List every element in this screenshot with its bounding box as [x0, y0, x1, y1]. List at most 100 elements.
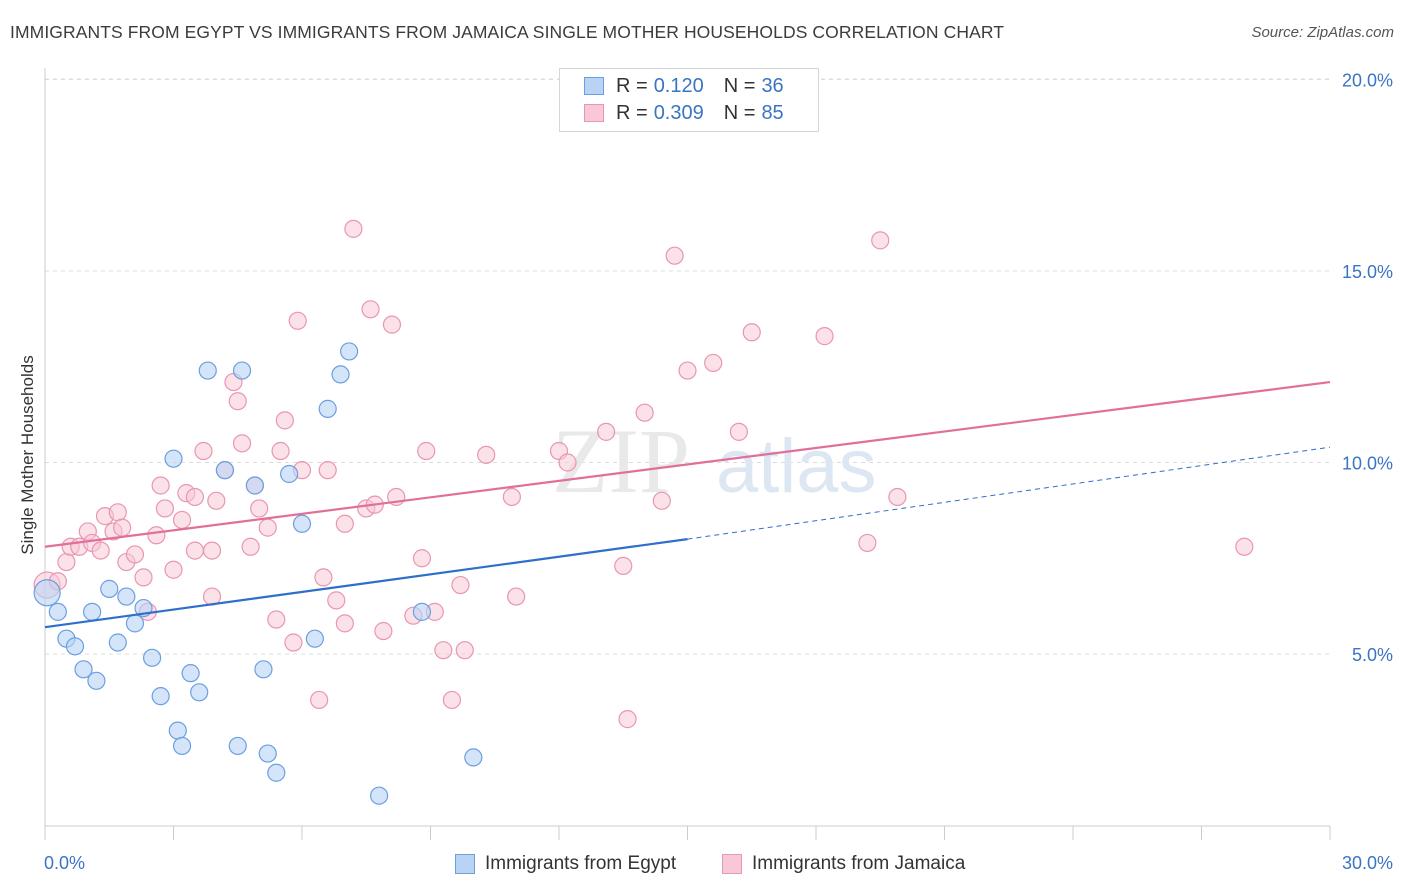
bottom-legend-jamaica-label: Immigrants from Jamaica — [752, 853, 966, 874]
jamaica-point — [1235, 537, 1254, 556]
legend-egypt-n: 36 — [761, 74, 784, 97]
legend-row-jamaica: R = 0.309 N = 85 — [584, 101, 784, 125]
jamaica-point — [815, 327, 834, 346]
jamaica-point — [652, 491, 671, 510]
jamaica-point — [267, 610, 286, 629]
tick-labels: 5.0% 10.0% 15.0% 20.0% 0.0% 30.0% — [44, 71, 1393, 874]
jamaica-point — [618, 710, 637, 729]
legend-jamaica-r: 0.309 — [653, 101, 704, 124]
jamaica-point — [704, 353, 723, 373]
y-tick-label: 10.0% — [1342, 454, 1393, 474]
jamaica-point — [288, 311, 307, 330]
jamaica-point — [108, 503, 127, 522]
egypt-trend-extension — [687, 446, 1331, 540]
jamaica-point — [382, 315, 402, 334]
egypt-trend-line — [44, 538, 688, 629]
egypt-points — [33, 342, 483, 805]
egypt-point — [87, 671, 106, 690]
bottom-swatch-jamaica — [722, 854, 742, 874]
jamaica-point — [477, 445, 496, 464]
egypt-point — [142, 648, 162, 667]
egypt-point — [331, 365, 350, 384]
egypt-point — [228, 736, 247, 756]
egypt-point — [258, 744, 277, 763]
jamaica-point — [361, 300, 380, 319]
egypt-point — [370, 786, 389, 805]
legend-r-label: R = — [616, 74, 648, 97]
legend-r-label: R = — [616, 101, 648, 124]
legend-row-egypt: R = 0.120 N = 36 — [584, 74, 784, 98]
bottom-legend-egypt: Immigrants from Egypt — [455, 852, 676, 876]
jamaica-point — [258, 518, 277, 537]
egypt-point — [48, 602, 67, 621]
jamaica-point — [412, 549, 432, 568]
jamaica-point — [172, 510, 192, 530]
jamaica-point — [112, 518, 132, 537]
jamaica-point — [858, 533, 877, 553]
egypt-point — [412, 602, 432, 621]
stats-legend: R = 0.120 N = 36 R = 0.309 N = 85 — [559, 68, 819, 132]
jamaica-point — [451, 575, 470, 595]
y-tick-label: 5.0% — [1352, 645, 1393, 665]
egypt-point — [232, 361, 252, 380]
egypt-point — [198, 361, 217, 380]
jamaica-point — [151, 476, 170, 495]
egypt-point — [292, 514, 312, 533]
jamaica-point — [310, 690, 329, 710]
jamaica-point — [284, 633, 303, 652]
jamaica-point — [374, 621, 393, 641]
y-axis-label: Single Mother Households — [18, 355, 37, 555]
legend-jamaica-n: 85 — [761, 101, 784, 124]
jamaica-point — [202, 541, 222, 560]
egypt-point — [190, 683, 209, 702]
jamaica-point — [455, 641, 474, 660]
jamaica-trend-line — [44, 380, 1331, 548]
egypt-point — [215, 461, 234, 480]
jamaica-point — [442, 690, 462, 710]
jamaica-point — [665, 246, 684, 265]
egypt-point — [108, 633, 127, 652]
jamaica-point — [271, 441, 290, 461]
x-tick-label-max: 30.0% — [1342, 853, 1393, 873]
legend-n-label: N = — [723, 101, 756, 124]
jamaica-point — [241, 537, 260, 556]
jamaica-point — [729, 422, 749, 441]
jamaica-point — [155, 499, 175, 518]
egypt-point — [151, 687, 170, 706]
jamaica-point — [335, 514, 354, 533]
jamaica-point — [57, 552, 76, 572]
egypt-point — [125, 614, 145, 633]
jamaica-point — [318, 461, 337, 480]
jamaica-point — [678, 361, 697, 380]
egypt-point — [33, 579, 61, 607]
egypt-point — [181, 664, 200, 683]
jamaica-point — [327, 591, 346, 610]
y-tick-label: 15.0% — [1342, 262, 1393, 282]
egypt-point — [280, 464, 299, 484]
egypt-point — [172, 736, 192, 756]
x-tick-label-min: 0.0% — [44, 853, 85, 873]
bottom-legend-egypt-label: Immigrants from Egypt — [485, 853, 677, 874]
jamaica-point — [314, 568, 333, 587]
jamaica-point — [147, 526, 166, 545]
jamaica-point — [417, 441, 436, 461]
jamaica-point — [232, 434, 252, 453]
egypt-point — [305, 629, 324, 648]
jamaica-point — [888, 487, 907, 507]
egypt-point — [267, 763, 286, 782]
jamaica-point — [871, 231, 890, 250]
legend-n-label: N = — [723, 74, 756, 97]
jamaica-point — [614, 556, 633, 576]
axis-layer — [44, 68, 1331, 840]
jamaica-point — [194, 441, 213, 461]
jamaica-point — [185, 487, 205, 507]
jamaica-point — [635, 403, 654, 422]
legend-swatch-jamaica — [584, 104, 604, 122]
egypt-point — [168, 721, 187, 740]
egypt-point — [245, 476, 264, 495]
y-tick-label: 20.0% — [1342, 71, 1393, 91]
jamaica-point — [344, 219, 363, 238]
jamaica-point — [250, 499, 269, 518]
jamaica-point — [507, 587, 526, 606]
